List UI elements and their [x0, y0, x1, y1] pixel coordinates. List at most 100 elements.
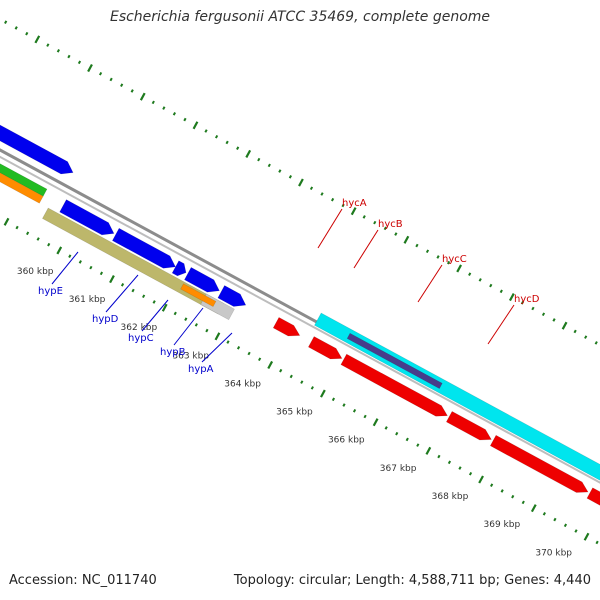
tick-upper: [278, 169, 282, 173]
tick-upper: [172, 112, 176, 116]
gene-label: hycD: [514, 294, 540, 305]
tick-lower: [247, 351, 251, 356]
tick-upper: [120, 83, 124, 87]
gene-leader: [317, 208, 343, 249]
tick-upper: [257, 157, 261, 162]
tick-lower: [226, 340, 230, 344]
gene-leader: [417, 264, 443, 303]
tick-lower: [563, 523, 568, 528]
tick-upper: [489, 283, 493, 288]
tick-upper: [25, 31, 29, 36]
tick-upper: [162, 106, 166, 110]
tick-upper: [151, 100, 155, 105]
scale-label: 365 kbp: [276, 408, 313, 418]
tick-upper: [87, 63, 93, 73]
tick-lower: [173, 311, 177, 316]
accession-label: Accession: NC_011740: [9, 573, 157, 588]
tick-upper: [541, 312, 546, 317]
tick-upper: [478, 278, 482, 282]
tick-lower: [120, 283, 125, 287]
tick-upper: [573, 329, 577, 334]
tick-lower: [530, 504, 537, 513]
tick-lower: [56, 246, 63, 255]
tick-upper: [46, 43, 50, 47]
tick-upper: [383, 226, 387, 231]
feature-orange: [0, 172, 44, 204]
backbone-line: [0, 155, 600, 484]
feature-blue: [59, 199, 115, 236]
map-title: Escherichia fergusonii ATCC 35469, compl…: [109, 9, 491, 25]
tick-upper: [214, 134, 219, 139]
tick-upper: [373, 220, 377, 225]
feature-blue: [0, 124, 74, 175]
tick-upper: [520, 300, 524, 305]
tick-upper: [204, 129, 208, 133]
tick-lower: [405, 437, 409, 442]
scale-label: 363 kbp: [172, 351, 209, 361]
feature-red: [445, 410, 492, 441]
tick-lower: [500, 489, 504, 493]
tick-upper: [245, 149, 252, 158]
tick-lower: [131, 288, 135, 293]
tick-marks: [3, 20, 599, 545]
feature-blue: [111, 227, 176, 269]
tick-upper: [415, 243, 419, 248]
tick-lower: [258, 357, 262, 362]
tick-lower: [267, 360, 274, 370]
gene-label: hycC: [442, 254, 467, 265]
tick-lower: [542, 512, 546, 516]
tick-upper: [288, 175, 292, 179]
tick-lower: [214, 332, 221, 341]
tick-lower: [236, 345, 241, 350]
tick-upper: [14, 26, 18, 30]
tick-lower: [447, 460, 452, 465]
tick-upper: [446, 260, 451, 265]
tick-lower: [352, 408, 357, 413]
tick-upper: [67, 54, 71, 59]
tick-lower: [109, 275, 115, 284]
scale-label: 361 kbp: [69, 295, 106, 305]
scale-label: 370 kbp: [535, 548, 572, 558]
tick-lower: [15, 225, 19, 230]
tick-upper: [4, 20, 8, 25]
feature-blue: [184, 267, 220, 293]
gene-leader: [487, 304, 515, 345]
tick-upper: [267, 163, 271, 168]
gene-leader: [105, 274, 139, 313]
feature-blue: [171, 260, 187, 277]
tick-upper: [499, 289, 503, 294]
tick-upper: [183, 117, 187, 122]
tick-lower: [478, 475, 484, 484]
tick-lower: [521, 500, 525, 505]
tick-upper: [77, 60, 82, 65]
tick-lower: [511, 494, 515, 499]
tick-upper: [320, 192, 324, 196]
tick-upper: [468, 272, 472, 276]
tick-lower: [161, 303, 168, 312]
scale-labels: 360 kbp 361 kbp 362 kbp 363 kbp 364 kbp 365 k…: [17, 267, 572, 559]
tick-upper: [561, 321, 568, 330]
scale-label: 369 kbp: [484, 520, 521, 530]
tick-upper: [298, 178, 304, 187]
gene-leader: [173, 307, 204, 346]
feature-red: [489, 434, 589, 493]
tick-upper: [34, 35, 41, 44]
tick-lower: [490, 483, 494, 488]
gene-label: hypA: [188, 364, 214, 375]
tick-upper: [130, 89, 134, 93]
feature-orange: [180, 283, 217, 308]
tick-lower: [416, 443, 420, 447]
tick-lower: [194, 323, 198, 327]
scale-label: 362 kbp: [121, 323, 158, 333]
feature-red: [586, 487, 600, 506]
feature-blue: [217, 285, 247, 307]
feature-red: [272, 316, 301, 337]
tick-upper: [309, 186, 314, 191]
tick-upper: [531, 306, 535, 311]
tick-upper: [341, 203, 345, 208]
tick-lower: [320, 389, 326, 398]
gene-leader: [51, 251, 79, 285]
tick-upper: [436, 255, 440, 259]
